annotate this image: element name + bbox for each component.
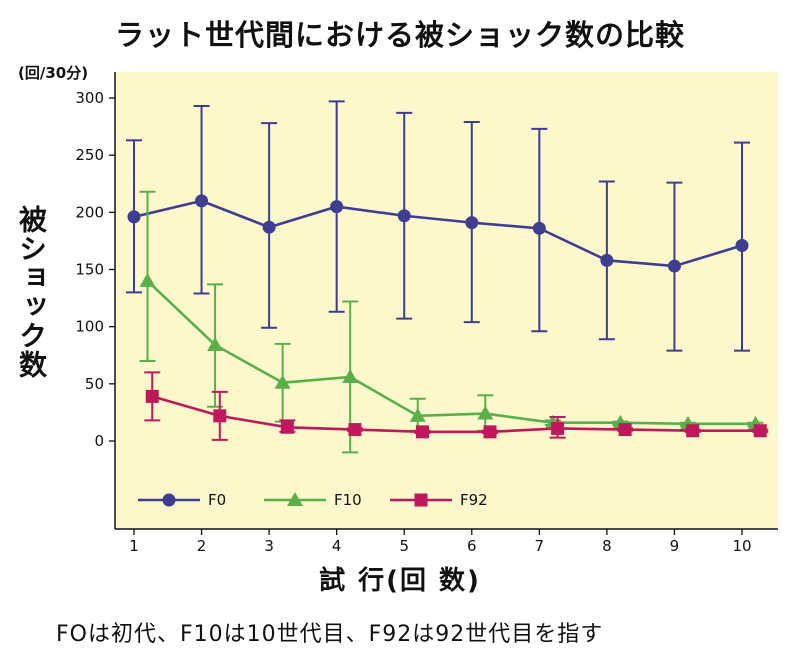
x-tick-label: 2 (197, 537, 207, 555)
series-line (151, 395, 761, 434)
x-tick-label: 1 (129, 537, 139, 555)
legend-marker (414, 493, 428, 507)
y-tick-label: 250 (75, 146, 104, 164)
y-tick-label: 100 (75, 318, 104, 336)
x-axis-label: 試 行(回 数) (319, 566, 481, 596)
y-tick-label: 50 (85, 375, 104, 393)
x-tick-label: 3 (264, 537, 274, 555)
series-f0 (126, 100, 750, 352)
x-tick-label: 9 (670, 537, 680, 555)
caption: FOは初代、F10は10世代目、F92は92世代目を指す (56, 622, 604, 647)
data-point (477, 405, 494, 420)
data-point (145, 389, 159, 403)
data-point (753, 424, 767, 438)
x-tick-label: 10 (732, 537, 751, 555)
y-unit-label: (回/30分) (18, 64, 89, 82)
data-point (686, 424, 700, 438)
legend-label: F92 (460, 491, 488, 509)
legend-label: F10 (334, 491, 362, 509)
plot-area (115, 72, 778, 529)
y-tick-label: 0 (94, 432, 104, 450)
data-point (139, 272, 156, 287)
data-point (195, 194, 209, 208)
data-point (213, 409, 227, 423)
data-point (600, 253, 614, 267)
legend-label: F0 (208, 491, 226, 509)
series-f92 (144, 371, 769, 441)
x-tick-label: 8 (602, 537, 612, 555)
data-point (465, 216, 479, 230)
x-tick-label: 6 (467, 537, 477, 555)
data-point (532, 221, 546, 235)
data-point (397, 209, 411, 223)
data-point (342, 368, 359, 383)
y-tick-label: 150 (75, 261, 104, 279)
data-point (262, 220, 276, 234)
data-point (274, 374, 291, 389)
data-point (618, 423, 632, 437)
x-tick-label: 4 (332, 537, 342, 555)
chart-title: ラット世代間における被ショック数の比較 (114, 18, 685, 52)
legend-marker (287, 492, 303, 506)
x-tick-label: 5 (399, 537, 409, 555)
y-axis-label: 被ショック数 (15, 205, 48, 379)
chart-plot: 0 50 100 150 200 250 300 1 2 3 4 5 6 7 8 9 10 F0 F10 F92 (75, 72, 778, 555)
data-point (127, 210, 141, 224)
data-point (415, 425, 429, 439)
data-point (280, 420, 294, 434)
legend-marker (162, 493, 176, 507)
data-point (207, 336, 224, 351)
data-point (409, 407, 426, 422)
series-line (146, 279, 756, 426)
y-tick-label: 300 (75, 89, 104, 107)
y-tick-label: 200 (75, 203, 104, 221)
data-point (348, 423, 362, 437)
data-point (551, 421, 565, 435)
data-point (483, 425, 497, 439)
x-tick-label: 7 (535, 537, 545, 555)
series-line (133, 199, 743, 268)
legend: F0 F10 F92 (138, 491, 488, 509)
data-point (330, 200, 344, 214)
data-point (667, 259, 681, 273)
data-point (735, 238, 749, 252)
